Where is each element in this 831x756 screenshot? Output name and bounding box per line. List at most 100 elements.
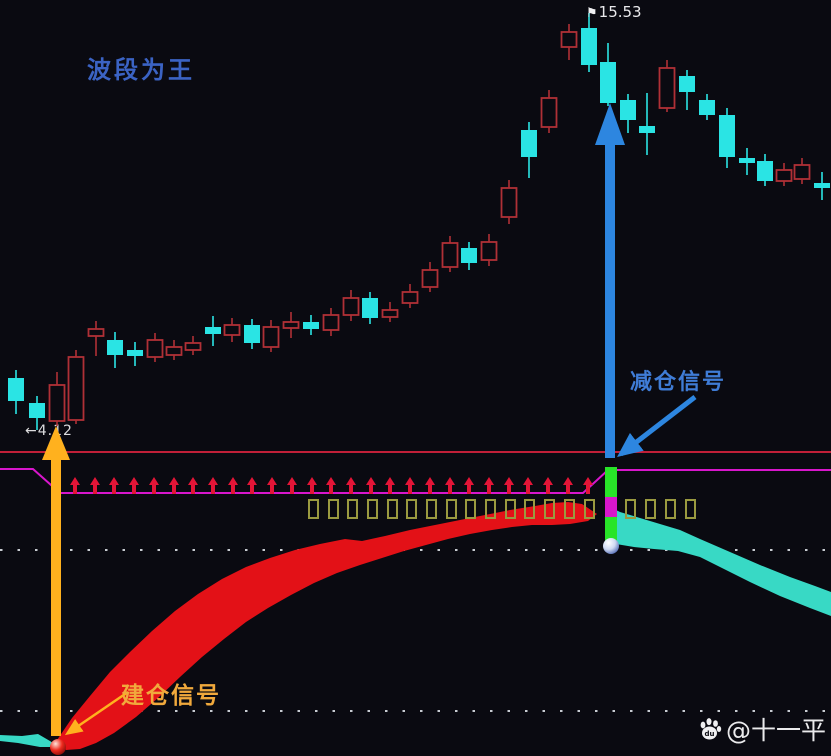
candle-up [165,346,183,356]
candle-down [699,100,715,115]
candle-up [775,169,793,182]
candle-up [540,97,558,128]
candle-up [262,326,280,348]
baidu-paw-icon: du [700,718,722,740]
candle-down [461,248,477,263]
red-up-arrow [484,477,494,494]
candle-up [184,342,202,351]
hold-box [505,499,516,519]
build-signal-pointer-arrow [64,690,129,736]
candle-down [362,298,378,318]
red-trend-ribbon [57,502,597,750]
green-bar-magenta-segment [605,497,617,517]
hold-box [328,499,339,519]
red-up-arrow [90,477,100,494]
red-up-arrow [523,477,533,494]
hold-box [665,499,676,519]
hold-box [584,499,595,519]
candle-up [48,384,66,422]
red-up-arrow [504,477,514,494]
flag-marker-icon: ⚑ [586,6,598,21]
hold-box [544,499,555,519]
candle-up [441,242,459,268]
red-sphere [50,739,66,755]
candle-up [223,324,241,336]
hold-box [308,499,319,519]
hold-box [485,499,496,519]
hold-box [446,499,457,519]
red-up-arrow [326,477,336,494]
hold-box [426,499,437,519]
candle-down [679,76,695,92]
candle-up [146,339,164,358]
buy-arrow-shaft [51,459,61,736]
candle-down [620,100,636,120]
hold-box [524,499,535,519]
hold-box [564,499,575,519]
candle-up [381,309,399,318]
red-up-arrow [169,477,179,494]
candle-down [127,350,143,356]
red-up-arrow [109,477,119,494]
candle-up [793,164,811,180]
red-up-arrow [149,477,159,494]
candle-down [107,340,123,355]
red-up-arrow [267,477,277,494]
chart-title: 波段为王 [87,56,195,84]
candle-down [521,130,537,157]
candle-up [658,67,676,109]
candle-up [342,297,360,316]
candle-down [719,115,735,157]
candle-down [639,126,655,133]
watermark: du @十一平 [697,711,826,747]
red-up-arrow [464,477,474,494]
candle-down [205,327,221,334]
red-up-arrow [366,477,376,494]
high-price-label: ⚑15.53 [586,3,642,21]
svg-text:du: du [705,730,715,738]
red-up-arrow [583,477,593,494]
red-up-arrow [346,477,356,494]
candle-down [29,403,45,418]
red-up-arrow [307,477,317,494]
red-up-arrow [228,477,238,494]
red-up-arrow [445,477,455,494]
candle-up [322,314,340,331]
red-up-arrow [563,477,573,494]
candle-down [757,161,773,181]
red-up-arrow [129,477,139,494]
hold-box [387,499,398,519]
hold-box [406,499,417,519]
candle-down [739,158,755,163]
candle-up [282,321,300,329]
red-up-arrow [70,477,80,494]
hold-box [465,499,476,519]
candle-up [401,291,419,304]
red-up-arrow [543,477,553,494]
candle-up [87,328,105,337]
candle-up [480,241,498,261]
hold-box [685,499,696,519]
red-up-arrow [247,477,257,494]
candle-up [500,187,518,218]
sell-arrow-shaft [605,144,615,458]
hold-box [645,499,656,519]
cyan-trend-ribbon [606,505,831,616]
watermark-handle: @十一平 [726,716,827,745]
candle-down [814,183,830,188]
candle-up [421,269,439,288]
high-price-value: 15.53 [598,3,642,21]
candle-down [600,62,616,103]
cyan-ribbon-left [0,734,58,747]
buy-arrow-head [42,426,70,460]
hold-box [347,499,358,519]
candle-down [581,28,597,65]
red-up-arrow [425,477,435,494]
white-sphere [603,538,619,554]
candle-down [244,325,260,343]
red-up-arrow [385,477,395,494]
red-up-arrow [188,477,198,494]
sell-arrow-head [595,103,625,145]
candle-up [67,356,85,421]
